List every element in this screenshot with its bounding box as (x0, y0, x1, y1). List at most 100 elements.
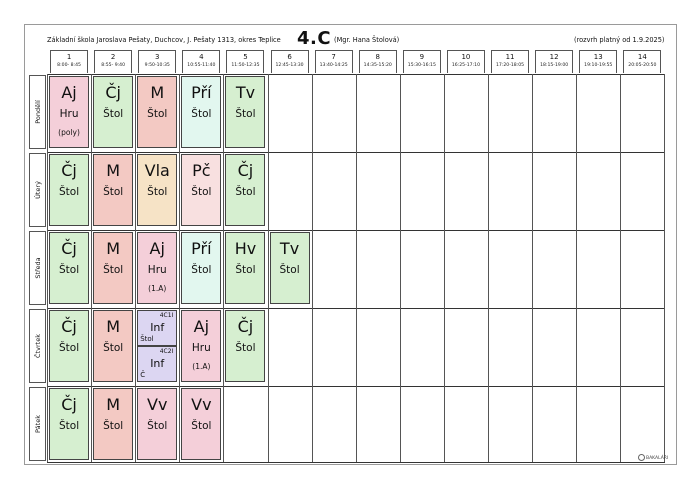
subject-name: Čj (237, 161, 254, 180)
column-divider (47, 74, 48, 462)
teacher-abbr: Štol (191, 108, 212, 120)
period-number: 5 (243, 53, 248, 61)
period-time: 12:45-13:30 (275, 63, 304, 68)
period-number: 8 (375, 53, 380, 61)
valid-from: (rozvrh platný od 1.9.2025) (574, 36, 665, 44)
column-divider (311, 74, 313, 462)
period-number: 13 (593, 53, 603, 61)
column-divider (488, 74, 489, 462)
day-label: Pondělí (33, 100, 42, 124)
column-divider (443, 74, 445, 462)
period-time: 8:55- 9:40 (101, 63, 126, 68)
lesson-cell[interactable]: Tv Štol (269, 232, 310, 304)
subject-name: Hv (234, 239, 257, 258)
lesson-cell[interactable]: M Štol (93, 388, 134, 460)
subject-name: Aj (61, 83, 77, 102)
teacher-abbr: Štol (147, 420, 168, 432)
lesson-cell[interactable]: Čj Štol (49, 154, 90, 226)
period-number: 6 (287, 53, 292, 61)
period-header: 12 18:15-19:00 (535, 50, 574, 73)
day-label-box: Čtvrtek (29, 309, 46, 383)
day-label: Pátek (33, 415, 42, 433)
lesson-cell[interactable]: Aj Hru (1.A) (137, 232, 178, 304)
subject-name: M (106, 395, 121, 414)
row-divider (47, 462, 665, 463)
period-header: 8 14:35-15:20 (358, 50, 397, 73)
lesson-cell[interactable]: Vv Štol (137, 388, 178, 460)
teacher-abbr: Hru (147, 264, 167, 276)
teacher-abbr: Štol (235, 186, 256, 198)
period-time: 8:00- 8:45 (57, 63, 81, 68)
column-divider (532, 74, 534, 462)
teacher-abbr: Štol (147, 108, 168, 120)
day-label: Čtvrtek (33, 334, 42, 358)
period-header: 2 8:55- 9:40 (94, 50, 133, 73)
teacher-abbr: Štol (191, 186, 212, 198)
column-divider (223, 74, 225, 462)
period-time: 16:25-17:10 (451, 63, 480, 68)
teacher-abbr: Štol (58, 264, 80, 276)
split-lesson[interactable]: 4C2I Inf Č (137, 346, 178, 382)
split-lesson[interactable]: 4C1I Inf Štol (137, 310, 178, 346)
subject-name: Pří (191, 83, 212, 102)
lesson-cell[interactable]: M Štol (93, 310, 134, 382)
group-label: (1.A) (192, 362, 211, 371)
lesson-cell[interactable]: Aj Hru (1.A) (181, 310, 222, 382)
lesson-cell[interactable]: Tv Štol (225, 76, 266, 148)
lesson-cell[interactable]: Pří Štol (181, 232, 222, 304)
period-number: 7 (331, 53, 336, 61)
period-time: 18:15-19:00 (540, 63, 569, 68)
lesson-cell[interactable]: Čj Štol (93, 76, 134, 148)
column-divider (664, 74, 666, 462)
lesson-cell[interactable]: M Štol (93, 154, 134, 226)
teacher-abbr: Štol (58, 342, 80, 354)
period-time: 10:55-11:40 (187, 63, 216, 68)
lesson-cell[interactable]: Čj Štol (49, 310, 90, 382)
period-number: 2 (110, 53, 116, 61)
lesson-cell[interactable]: Čj Štol (225, 154, 266, 226)
column-divider (399, 74, 401, 462)
period-number: 12 (549, 53, 559, 61)
teacher-abbr: Č (140, 371, 146, 379)
logo-text: BAKALÁŘI (646, 456, 669, 461)
teacher-abbr: Štol (140, 335, 154, 343)
teacher-abbr: Štol (103, 342, 124, 354)
day-label-box: Středa (29, 231, 46, 305)
lesson-cell[interactable]: Pč Štol (181, 154, 222, 226)
subject-name: Vla (144, 161, 170, 180)
subject-name: Čj (61, 395, 77, 414)
lesson-cell[interactable]: Vla Štol (137, 154, 178, 226)
period-number: 10 (461, 53, 471, 61)
subject-name: M (150, 83, 165, 102)
subject-name: Tv (235, 83, 256, 102)
subject-name: Čj (237, 317, 254, 336)
period-time: 9:50-10:35 (144, 63, 170, 68)
lesson-cell[interactable]: Hv Štol (225, 232, 266, 304)
teacher-abbr: Štol (235, 264, 256, 276)
lesson-cell[interactable]: M Štol (93, 232, 134, 304)
period-number: 1 (66, 53, 72, 61)
lesson-cell[interactable]: Aj Hru (poly) (49, 76, 90, 148)
lesson-cell[interactable]: M Štol (137, 76, 178, 148)
period-header: 11 17:20-18:05 (491, 50, 530, 73)
lesson-cell[interactable]: Čj Štol (49, 232, 90, 304)
group-label: (poly) (58, 128, 80, 137)
period-number: 14 (637, 53, 647, 61)
column-divider (620, 74, 622, 462)
column-divider (179, 74, 181, 462)
subject-name: Vv (191, 395, 212, 414)
subject-name: Inf (150, 357, 165, 370)
group-label: (1.A) (148, 284, 167, 293)
lesson-cell[interactable]: Čj Štol (225, 310, 266, 382)
teacher-abbr: Štol (58, 186, 80, 198)
teacher-abbr: Štol (279, 264, 300, 276)
subject-name: M (106, 161, 121, 180)
column-divider (135, 74, 137, 462)
lesson-cell[interactable]: Vv Štol (181, 388, 222, 460)
lesson-cell[interactable]: Čj Štol (49, 388, 90, 460)
period-time: 13:40-14:25 (319, 63, 348, 68)
period-time: 15:30-16:15 (407, 63, 436, 68)
period-header: 10 16:25-17:10 (446, 50, 485, 73)
lesson-cell[interactable]: Pří Štol (181, 76, 222, 148)
school-name: Základní škola Jaroslava Pešaty, Duchcov… (47, 36, 281, 44)
